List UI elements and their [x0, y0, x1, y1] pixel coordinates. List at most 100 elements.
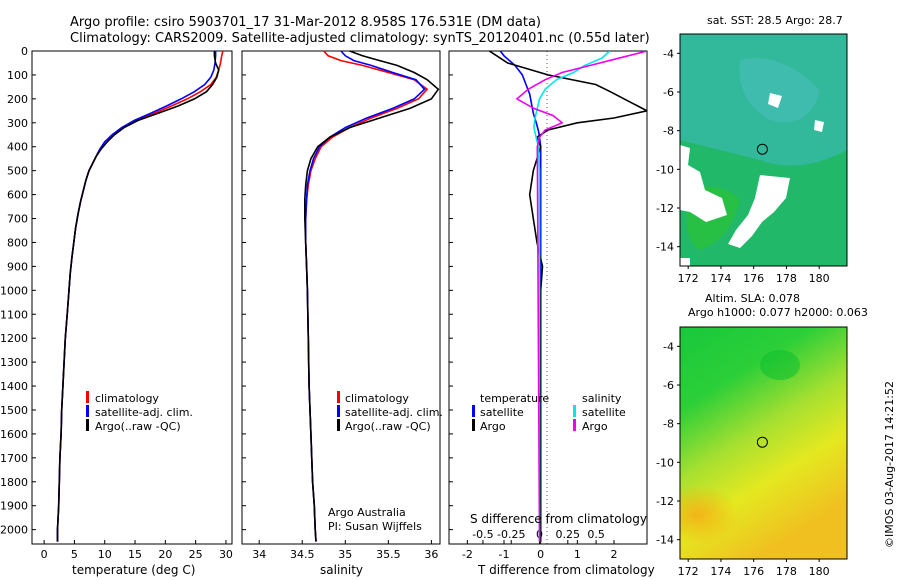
- depth-tick-label: 100: [7, 69, 28, 82]
- depth-tick-label: 600: [7, 189, 28, 202]
- depth-tick-label: 1900: [0, 500, 28, 513]
- legend-climatology-label: climatology: [95, 392, 159, 405]
- cloud-mask-central: [728, 175, 790, 248]
- x-tick-label: 15: [128, 548, 142, 561]
- sla-map-ticks: 172 174 176 178 180 -4 -6 -8 -10 -12 -14: [656, 340, 830, 578]
- sst-cool-patch: [739, 58, 820, 122]
- lat-tick-label: -4: [663, 340, 674, 353]
- depth-axis-ticks: 0 100 200 300 400 500 600 700 800 900 1000 1100 1200…: [0, 45, 36, 537]
- x-tick-label: 20: [158, 548, 172, 561]
- legend-salinity-title: salinity: [582, 392, 622, 405]
- x-tick-label: -0.5: [472, 528, 493, 541]
- depth-tick-label: 1600: [0, 428, 28, 441]
- legend-s-argo-label: Argo: [582, 420, 608, 433]
- depth-tick-label: 200: [7, 93, 28, 106]
- depth-tick-label: 1000: [0, 284, 28, 297]
- lon-tick-label: 172: [678, 565, 699, 578]
- x-tick-label: -0.25: [497, 528, 525, 541]
- lat-tick-label: -12: [656, 495, 674, 508]
- x-tick-label: 0: [41, 548, 48, 561]
- header-line-2: Climatology: CARS2009. Satellite-adjuste…: [70, 31, 650, 46]
- depth-tick-label: 0: [21, 45, 28, 58]
- temperature-series: [56, 51, 224, 542]
- legend-temperature-title: temperature: [480, 392, 549, 405]
- series-line-temperature-argo: [488, 51, 647, 542]
- lat-tick-label: -10: [656, 163, 674, 176]
- x-tick-label: 0.5: [587, 528, 605, 541]
- cloud-mask-small-2: [814, 120, 824, 132]
- cloud-mask-west: [680, 145, 727, 222]
- sla-map-image: [680, 327, 847, 559]
- x-tick-label: 34.5: [290, 548, 315, 561]
- legend-t-satellite-label: satellite: [480, 406, 524, 419]
- pi-label: PI: Susan Wijffels: [328, 520, 422, 533]
- legend-satellite-label: satellite-adj. clim.: [95, 406, 193, 419]
- x-tick-label: 5: [71, 548, 78, 561]
- lon-tick-label: 176: [743, 565, 764, 578]
- legend-s-satellite-label: satellite: [582, 406, 626, 419]
- lat-tick-label: -10: [656, 456, 674, 469]
- salinity-axis-ticks: 34 34.5 35 35.5 36: [242, 50, 438, 561]
- difference-plot-frame: [448, 50, 648, 545]
- legend-argo-swatch: [86, 419, 89, 431]
- header-line-1: Argo profile: csiro 5903701_17 31-Mar-20…: [70, 15, 541, 30]
- temperature-legend: climatology satellite-adj. clim. Argo(..…: [86, 391, 193, 433]
- legend-t-satellite-swatch: [472, 405, 475, 417]
- legend-argo-label: Argo(..raw -QC): [95, 420, 181, 433]
- temperature-plot-frame: [31, 50, 233, 545]
- x-tick-label: 0: [537, 548, 544, 561]
- temperature-axis-ticks: 0 5 10 15 20 25 30: [41, 540, 233, 561]
- depth-tick-label: 900: [7, 260, 28, 273]
- sla-map-subtitle: Argo h1000: 0.077 h2000: 0.063: [688, 306, 868, 319]
- series-line-argo: [56, 51, 220, 542]
- depth-tick-label: 500: [7, 165, 28, 178]
- lat-tick-label: -6: [663, 379, 674, 392]
- x-tick-label: -1: [499, 548, 510, 561]
- lat-tick-label: -4: [663, 47, 674, 60]
- x-tick-label: 36: [424, 548, 438, 561]
- legend-argo-label: Argo(..raw -QC): [345, 420, 431, 433]
- difference-series: [488, 51, 647, 542]
- depth-tick-label: 800: [7, 236, 28, 249]
- x-tick-label: 34: [252, 548, 266, 561]
- legend-t-argo-swatch: [472, 419, 475, 431]
- institution-label: Argo Australia: [328, 506, 406, 519]
- legend-s-argo-swatch: [573, 419, 576, 431]
- series-line-argo: [303, 51, 440, 542]
- depth-tick-label: 2000: [0, 524, 28, 537]
- sla-low-region: [760, 350, 800, 380]
- t-difference-axis-label: T difference from climatology: [477, 563, 655, 577]
- lat-tick-label: -6: [663, 86, 674, 99]
- depth-tick-label: 1700: [0, 452, 28, 465]
- sst-map-image: [680, 34, 847, 266]
- argo-float-marker: [756, 436, 768, 448]
- legend-satellite-swatch: [86, 405, 89, 417]
- temperature-axis-label: temperature (deg C): [72, 563, 195, 577]
- lat-tick-label: -8: [663, 418, 674, 431]
- legend-satellite-swatch: [337, 405, 340, 417]
- legend-satellite-label: satellite-adj. clim.: [345, 406, 443, 419]
- difference-legend: temperature satellite Argo salinity sate…: [472, 392, 626, 433]
- lon-tick-label: 174: [710, 565, 731, 578]
- legend-climatology-swatch: [337, 391, 340, 403]
- lon-tick-label: 180: [809, 565, 830, 578]
- lon-tick-label: 174: [710, 272, 731, 285]
- x-tick-label: 10: [98, 548, 112, 561]
- legend-s-satellite-swatch: [573, 405, 576, 417]
- x-tick-label: 35.5: [376, 548, 401, 561]
- lat-tick-label: -14: [656, 241, 674, 254]
- difference-panel: -2 -1 0 1 2 -0.5 -0.25 0 0.25 0.5 S difference f…: [448, 50, 655, 577]
- depth-tick-label: 1200: [0, 332, 28, 345]
- salinity-axis-label: salinity: [320, 563, 363, 577]
- sst-map-title: sat. SST: 28.5 Argo: 28.7: [707, 14, 843, 27]
- depth-tick-label: 1300: [0, 356, 28, 369]
- salinity-series: [303, 51, 440, 542]
- legend-t-argo-label: Argo: [480, 420, 506, 433]
- legend-argo-swatch: [337, 419, 340, 431]
- imos-timestamp: ©IMOS 03-Aug-2017 14:21:52: [883, 381, 896, 548]
- argo-float-marker: [756, 143, 768, 155]
- depth-tick-label: 700: [7, 213, 28, 226]
- lon-tick-label: 180: [809, 272, 830, 285]
- sla-map-frame: [679, 326, 848, 560]
